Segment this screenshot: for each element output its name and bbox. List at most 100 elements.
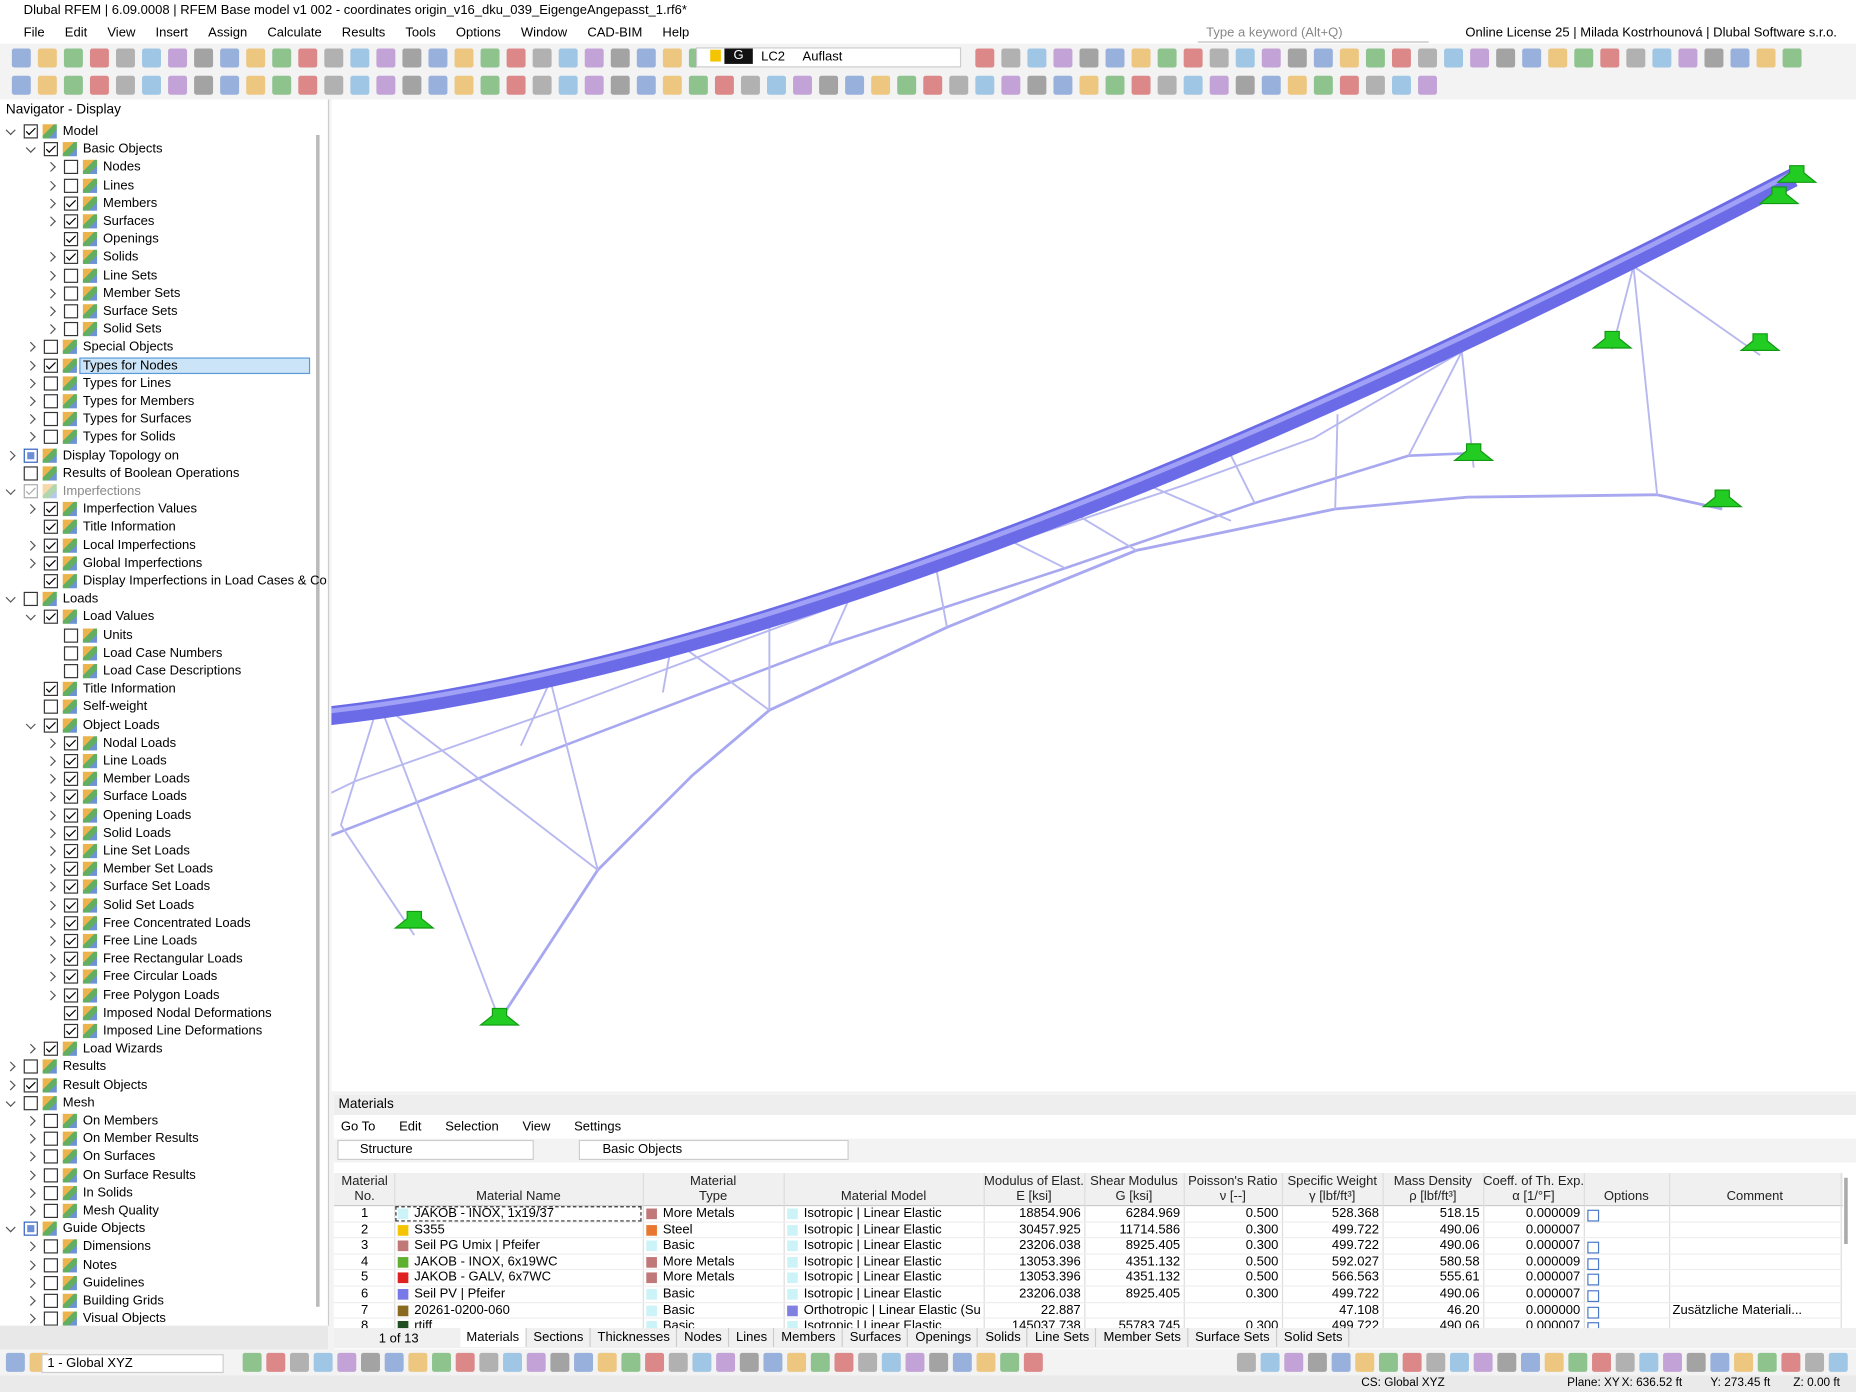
checkbox[interactable]	[43, 718, 58, 733]
checkbox[interactable]	[43, 502, 58, 517]
toolbar-button[interactable]	[714, 75, 734, 95]
toolbar-button[interactable]	[506, 48, 526, 68]
checkbox[interactable]	[43, 1149, 58, 1165]
expander[interactable]	[45, 792, 56, 803]
toolbar-button[interactable]	[220, 75, 240, 95]
panel-menu-item[interactable]: Go To	[340, 1119, 376, 1134]
toolbar-button[interactable]	[1001, 75, 1021, 95]
table-row[interactable]	[333, 1254, 1843, 1271]
expander[interactable]	[25, 432, 36, 443]
toolbar-button[interactable]	[787, 1352, 807, 1372]
toolbar-button[interactable]	[1105, 75, 1125, 95]
checkbox[interactable]	[63, 664, 79, 679]
checkbox[interactable]	[43, 1185, 58, 1201]
checkbox[interactable]	[63, 250, 79, 265]
expander[interactable]	[45, 216, 56, 227]
toolbar-button[interactable]	[402, 75, 422, 95]
checkbox[interactable]	[63, 160, 79, 175]
tree-label[interactable]: Types for Members	[82, 394, 195, 409]
toolbar-button[interactable]	[1287, 75, 1307, 95]
tree-label[interactable]: Load Case Numbers	[102, 646, 223, 661]
checkbox[interactable]	[63, 196, 79, 211]
checkbox[interactable]	[43, 1275, 58, 1290]
tree-label[interactable]: Title Information	[82, 520, 176, 535]
toolbar-button[interactable]	[384, 1352, 404, 1372]
tab[interactable]: Members	[775, 1328, 843, 1348]
toolbar-button[interactable]	[37, 48, 57, 68]
cs-box[interactable]	[41, 1354, 224, 1374]
expander[interactable]	[25, 1151, 36, 1162]
checkbox[interactable]	[63, 304, 79, 319]
toolbar-button[interactable]	[584, 75, 604, 95]
expander[interactable]	[25, 1295, 36, 1306]
checkbox[interactable]	[63, 268, 79, 283]
expander[interactable]	[45, 918, 56, 929]
load-case-box[interactable]	[695, 47, 962, 68]
tab[interactable]: Solids	[979, 1328, 1028, 1348]
tree-label[interactable]: Display Imperfections in Load Cases & Co…	[82, 574, 330, 589]
tree-label[interactable]: On Member Results	[82, 1131, 199, 1147]
expander[interactable]	[5, 450, 16, 461]
toolbar-button[interactable]	[402, 48, 422, 68]
toolbar-button[interactable]	[1284, 1352, 1304, 1372]
tree-label[interactable]: Surface Loads	[102, 789, 187, 805]
toolbar-button[interactable]	[376, 48, 396, 68]
tree-label[interactable]: Loads	[62, 592, 99, 607]
tree-label[interactable]: Types for Surfaces	[82, 412, 192, 427]
toolbar-button[interactable]	[584, 48, 604, 68]
toolbar-button[interactable]	[1365, 75, 1385, 95]
toolbar-button[interactable]	[350, 75, 370, 95]
toolbar-button[interactable]	[1544, 1352, 1564, 1372]
expander[interactable]	[25, 1205, 36, 1216]
tree-label[interactable]: Result Objects	[62, 1077, 148, 1093]
expander[interactable]	[45, 989, 56, 1001]
toolbar-button[interactable]	[597, 1352, 617, 1372]
toolbar-button[interactable]	[503, 1352, 522, 1372]
expander[interactable]	[5, 125, 16, 136]
toolbar-button[interactable]	[1131, 75, 1151, 95]
expander[interactable]	[25, 143, 36, 154]
tree-label[interactable]: Solid Loads	[102, 825, 172, 841]
toolbar-button[interactable]	[1756, 48, 1776, 68]
toolbar-button[interactable]	[11, 48, 31, 68]
toolbar-button[interactable]	[246, 75, 266, 95]
toolbar-button[interactable]	[1157, 48, 1177, 68]
toolbar-button[interactable]	[793, 75, 812, 95]
checkbox[interactable]	[63, 286, 79, 301]
toolbar-button[interactable]	[810, 1352, 830, 1372]
tree-label[interactable]: Notes	[82, 1257, 117, 1272]
tree-label[interactable]: Dimensions	[82, 1239, 151, 1254]
toolbar-button[interactable]	[767, 75, 786, 95]
expander[interactable]	[25, 610, 36, 621]
toolbar-button[interactable]	[1236, 1352, 1256, 1372]
tree-label[interactable]: Model	[62, 124, 99, 139]
tree-label[interactable]: Load Wizards	[82, 1041, 163, 1057]
expander[interactable]	[25, 718, 36, 729]
checkbox[interactable]	[63, 322, 79, 337]
toolbar-button[interactable]	[975, 75, 995, 95]
toolbar-button[interactable]	[1652, 48, 1672, 68]
checkbox[interactable]	[43, 610, 58, 625]
tree-label[interactable]: Display Topology on	[62, 448, 180, 463]
toolbar-button[interactable]	[1260, 1352, 1280, 1372]
tree-label[interactable]: Surface Sets	[102, 304, 178, 319]
toolbar-button[interactable]	[1828, 1352, 1848, 1372]
tab[interactable]: Line Sets	[1029, 1328, 1097, 1348]
toolbar-button[interactable]	[532, 75, 552, 95]
tree-label[interactable]: Object Loads	[82, 718, 160, 733]
menu-item[interactable]: Results	[341, 26, 386, 41]
toolbar-button[interactable]	[1261, 75, 1281, 95]
toolbar-button[interactable]	[63, 75, 83, 95]
toolbar-button[interactable]	[1378, 1352, 1398, 1372]
search-box[interactable]	[1197, 24, 1429, 43]
toolbar-button[interactable]	[5, 1352, 25, 1372]
toolbar-button[interactable]	[266, 1352, 286, 1372]
menu-item[interactable]: View	[107, 26, 136, 41]
toolbar-button[interactable]	[740, 75, 760, 95]
tree-label[interactable]: Free Circular Loads	[102, 969, 218, 985]
tree-label[interactable]: Surface Set Loads	[102, 879, 211, 895]
toolbar-button[interactable]	[763, 1352, 783, 1372]
expander[interactable]	[45, 198, 56, 209]
objects-box[interactable]	[578, 1139, 849, 1160]
toolbar-button[interactable]	[716, 1352, 736, 1372]
